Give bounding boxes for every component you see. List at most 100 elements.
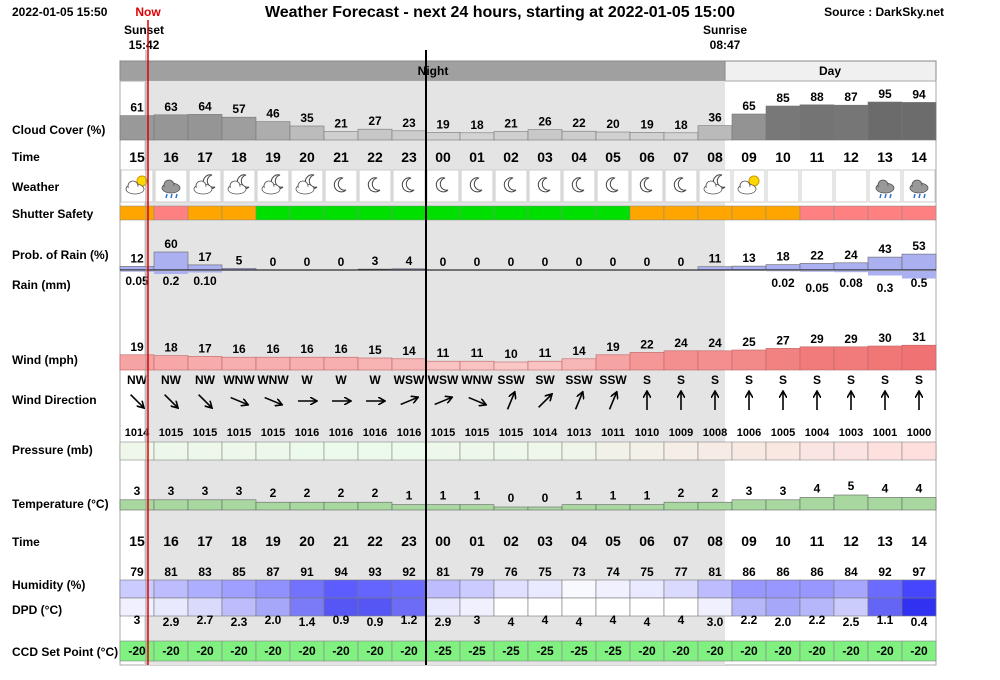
value-label: 31 (912, 330, 926, 344)
wind-bar (527, 360, 563, 371)
row-label: Humidity (%) (12, 578, 85, 592)
cloud-bar (425, 132, 461, 141)
now-label: Now (135, 5, 161, 19)
temperature-bar (901, 497, 937, 511)
rain-mm-bar (188, 271, 222, 273)
value-label: 21 (333, 533, 349, 549)
night-label: Night (418, 64, 449, 78)
value-label: 3 (168, 484, 175, 498)
wind-bar (255, 356, 291, 371)
value-label: 94 (912, 87, 926, 101)
wind-arrow (574, 393, 583, 410)
value-label: 22 (367, 533, 383, 549)
temperature-bar (323, 501, 359, 511)
value-label: 19 (640, 117, 654, 131)
temperature-bar (765, 499, 801, 511)
value-label: 4 (508, 615, 515, 629)
value-label: S (881, 373, 889, 387)
shutter-cell (153, 205, 189, 221)
weather-cell (834, 169, 868, 203)
rain-prob-bar (119, 266, 155, 271)
icon-drop (175, 193, 178, 199)
icon-moon (537, 177, 551, 193)
dpd-cell (221, 597, 257, 617)
wind-arrow (434, 398, 452, 406)
value-label: 16 (300, 342, 314, 356)
value-label: 1005 (771, 427, 795, 439)
value-label: 19 (265, 149, 281, 165)
icon-cloud (297, 186, 313, 194)
icon-drop (884, 193, 887, 199)
weather-cell (324, 169, 358, 203)
cloud-bar (255, 121, 291, 141)
icon-drop (879, 193, 882, 199)
value-label: 35 (300, 111, 314, 125)
cloud-bar (561, 130, 597, 141)
value-label: 22 (367, 149, 383, 165)
pressure-cell (493, 441, 529, 461)
value-label: 1016 (363, 427, 387, 439)
row-label: Time (12, 150, 40, 164)
rain-prob-bar (187, 264, 223, 271)
value-label: 19 (436, 117, 450, 131)
value-label: 1011 (601, 427, 625, 439)
value-label: 81 (164, 565, 178, 579)
temperature-bar (289, 501, 325, 511)
value-label: 13 (742, 251, 756, 265)
value-label: 4 (916, 481, 923, 495)
value-label: 17 (198, 250, 212, 264)
value-label: 1.4 (299, 615, 316, 629)
wind-arrow (506, 393, 515, 410)
pressure-cell (595, 441, 631, 461)
wind-bar (153, 355, 189, 371)
value-label: 23 (402, 116, 416, 130)
value-label: -20 (910, 644, 928, 658)
humidity-cell (323, 579, 359, 599)
value-label: 18 (470, 118, 484, 132)
value-label: 27 (368, 114, 382, 128)
value-label: 91 (300, 565, 314, 579)
wind-arrow (400, 398, 418, 406)
icon-drop (165, 193, 168, 199)
value-label: 0.08 (839, 276, 863, 290)
row-label: Temperature (°C) (12, 497, 109, 511)
value-label: 06 (639, 149, 655, 165)
row-label: Shutter Safety (12, 207, 94, 221)
value-label: 22 (572, 116, 586, 130)
shutter-cell (425, 205, 461, 221)
dpd-cell (357, 597, 393, 617)
icon-moon (571, 177, 585, 193)
value-label: 64 (198, 99, 212, 113)
value-label: 3.0 (707, 615, 724, 629)
value-label: 0.3 (877, 281, 894, 295)
dpd-cell (561, 597, 597, 617)
value-label: -20 (128, 644, 146, 658)
cloud-bar (527, 129, 563, 141)
wind-bar (595, 354, 631, 371)
rain-prob-bar (153, 251, 189, 271)
icon-cloud (911, 185, 927, 193)
value-label: 22 (810, 248, 824, 262)
row-label: DPD (°C) (12, 603, 62, 617)
row-label: Pressure (mb) (12, 443, 93, 457)
wind-bar (799, 346, 835, 371)
value-label: 09 (741, 149, 757, 165)
humidity-cell (221, 579, 257, 599)
value-label: -20 (740, 644, 758, 658)
weather-cell (562, 169, 596, 203)
value-label: 01 (469, 149, 485, 165)
humidity-cell (595, 579, 631, 599)
value-label: 29 (844, 332, 858, 346)
value-label: 53 (912, 239, 926, 253)
value-label: 61 (130, 101, 144, 115)
cloud-bar (119, 115, 155, 141)
value-label: 17 (197, 149, 213, 165)
wind-bar (867, 345, 903, 371)
value-label: 11 (810, 149, 825, 165)
icon-moon (673, 177, 687, 193)
value-label: 1015 (499, 427, 523, 439)
value-label: NW (127, 373, 148, 387)
temperature-bar (629, 504, 665, 511)
temperature-bar (833, 494, 869, 511)
value-label: 0.5 (911, 276, 928, 290)
